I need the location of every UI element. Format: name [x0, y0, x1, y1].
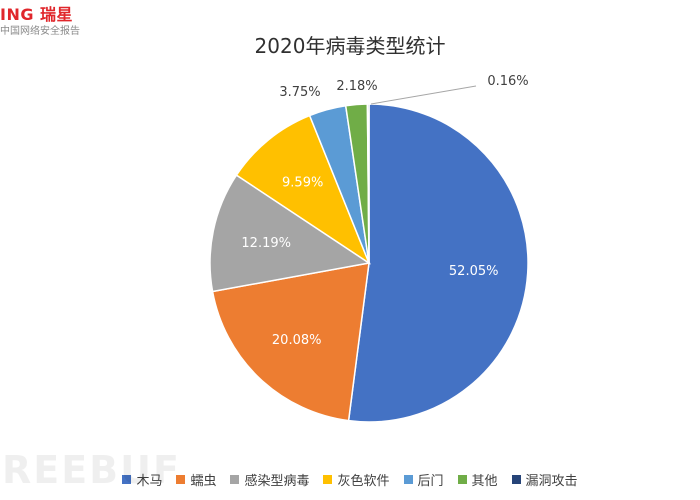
legend-label: 灰色软件	[337, 474, 390, 489]
legend-label: 后门	[417, 474, 444, 489]
legend-label: 蠕虫	[190, 474, 217, 489]
legend-swatch	[230, 475, 240, 484]
legend-label: 木马	[136, 474, 163, 489]
pie-slice-2	[209, 174, 371, 293]
brand-logo: ING 瑞星	[0, 5, 74, 24]
brand-subtitle: 中国网络安全报告	[0, 26, 80, 37]
pie-slice-0	[347, 103, 529, 423]
data-label-2: 12.19%	[241, 236, 291, 251]
brand: ING 瑞星 中国网络安全报告	[0, 6, 80, 39]
legend-swatch	[323, 475, 333, 484]
legend-item-5: 其他	[457, 470, 498, 489]
chart-title: 2020年病毒类型统计	[254, 34, 446, 58]
legend-item-3: 灰色软件	[323, 470, 390, 489]
legend-swatch	[122, 475, 132, 484]
data-label-4: 3.75%	[279, 85, 320, 100]
legend-item-6: 漏洞攻击	[511, 470, 578, 489]
legend-label: 感染型病毒	[244, 474, 310, 489]
legend-item-1: 蠕虫	[176, 470, 216, 489]
legend-swatch	[176, 475, 186, 484]
pie-slice-3	[235, 114, 371, 265]
legend-label: 其他	[471, 474, 498, 489]
legend-label: 漏洞攻击	[525, 474, 578, 489]
legend-item-0: 木马	[122, 470, 162, 489]
data-label-1: 20.08%	[272, 333, 322, 348]
pie-chart: 52.05% 20.08% 12.19% 9.59% 3.75% 2.18% 0.16%	[209, 74, 529, 423]
pie-slice-6	[366, 103, 370, 264]
data-label-6: 0.16%	[487, 74, 528, 89]
legend-item-2: 感染型病毒	[230, 470, 309, 489]
chart-legend: 木马 蠕虫 感染型病毒 灰色软件 后门 其他 漏洞攻击	[0, 470, 700, 489]
data-label-3: 9.59%	[282, 176, 323, 191]
watermark: REEBUF	[2, 448, 181, 492]
pie-slice-1	[211, 262, 370, 422]
data-label-5: 2.18%	[336, 79, 377, 94]
data-label-0: 52.05%	[449, 264, 499, 279]
legend-item-4: 后门	[403, 470, 444, 489]
legend-swatch	[457, 475, 467, 484]
leader-line-6	[370, 85, 477, 105]
legend-swatch	[403, 475, 413, 484]
legend-swatch	[511, 475, 521, 484]
